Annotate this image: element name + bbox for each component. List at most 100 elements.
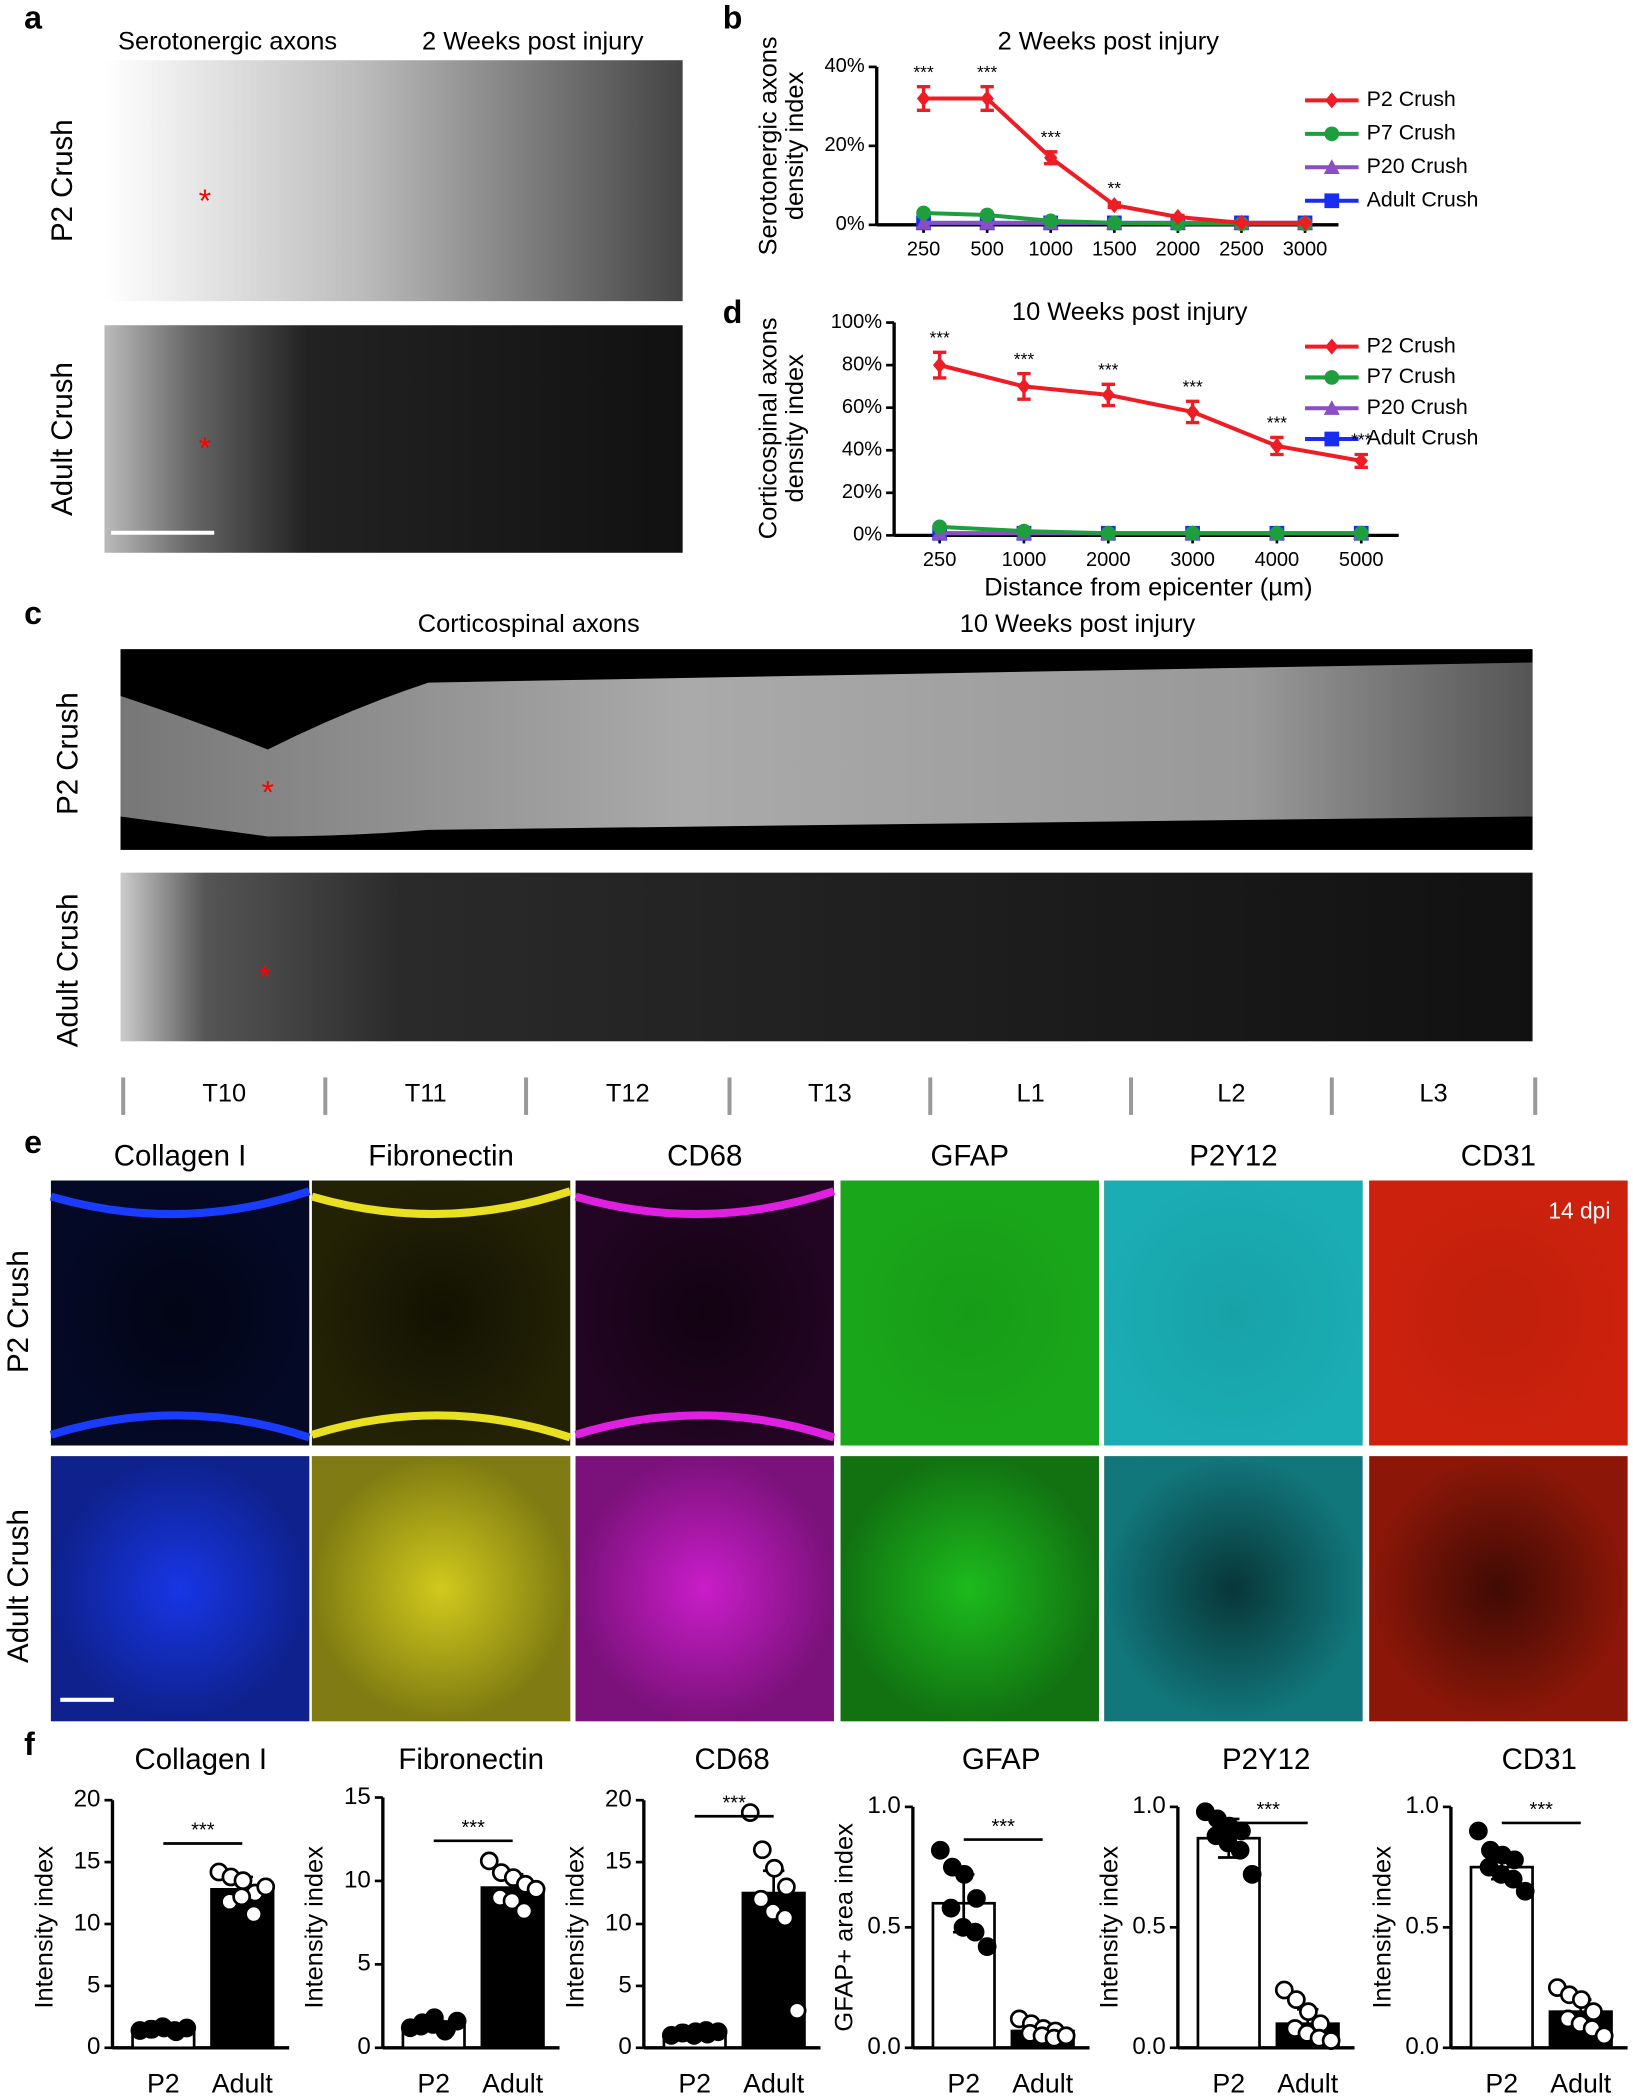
- segment-label: L3: [1419, 1080, 1447, 1108]
- data-point: [1242, 1864, 1262, 1884]
- data-point: [979, 207, 995, 223]
- data-point: [1353, 525, 1369, 541]
- legend-label: Adult Crush: [1367, 426, 1479, 450]
- data-point: [932, 357, 947, 374]
- x-tick-label: 3000: [1170, 549, 1215, 571]
- x-tick-label: P2: [147, 2068, 180, 2098]
- x-tick-label: 500: [970, 239, 1003, 261]
- data-point: [1016, 523, 1032, 539]
- data-point: [479, 1851, 499, 1871]
- y-tick-label: 15: [74, 1847, 101, 1874]
- significance: **: [1108, 178, 1122, 198]
- legend-label: P7 Crush: [1367, 120, 1456, 144]
- chart-title: CD31: [1502, 1743, 1577, 1776]
- significance: ***: [1257, 1799, 1281, 1821]
- y-tick-label: 60%: [842, 396, 882, 418]
- x-tick-label: P2: [678, 2068, 711, 2098]
- micrograph-signal: [311, 1180, 571, 1446]
- row-label: P2 Crush: [2, 1250, 35, 1373]
- data-point: [977, 1937, 997, 1956]
- series-line: [939, 363, 1362, 463]
- micrograph-signal: [1104, 1456, 1363, 1722]
- significance: ***: [1182, 377, 1203, 397]
- data-point: [232, 1887, 252, 1907]
- data-point: [1101, 386, 1115, 403]
- micrograph-edge: [49, 1187, 311, 1219]
- segment-label: T13: [808, 1080, 852, 1108]
- legend-label: P20 Crush: [1367, 154, 1468, 178]
- y-tick-label: 10: [74, 1909, 101, 1936]
- column-label: CD68: [667, 1140, 742, 1173]
- legend-marker: [1325, 92, 1339, 109]
- significance: ***: [1530, 1799, 1554, 1821]
- data-point: [1286, 1990, 1306, 2009]
- y-axis-label: Intensity index: [301, 1846, 329, 2009]
- chart-title: Collagen I: [135, 1743, 268, 1776]
- chart-title: 2 Weeks post injury: [998, 28, 1220, 56]
- row-label: Adult Crush: [51, 893, 84, 1047]
- legend-label: P2 Crush: [1367, 333, 1456, 357]
- micrograph-signal: [1369, 1180, 1628, 1446]
- segment-label: L2: [1217, 1080, 1245, 1108]
- significance: ***: [461, 1817, 485, 1839]
- y-tick-label: 0.5: [1132, 1913, 1165, 1940]
- micrograph: [104, 60, 683, 302]
- data-point: [256, 1877, 276, 1897]
- y-axis-label: Intensity index: [562, 1846, 590, 2009]
- y-tick-label: 40%: [842, 439, 882, 461]
- data-point: [1230, 1840, 1250, 1860]
- data-point: [1056, 2026, 1076, 2046]
- y-tick-label: 1.0: [1405, 1792, 1438, 1819]
- data-point: [915, 214, 932, 230]
- micrograph-edge: [49, 1411, 311, 1442]
- x-tick-label: 1500: [1092, 239, 1137, 261]
- micrograph-signal: [575, 1180, 834, 1446]
- data-point: [447, 2011, 467, 2031]
- legend-label: Adult Crush: [1367, 187, 1479, 211]
- x-tick-label: 1000: [1028, 239, 1073, 261]
- x-tick-label: 250: [907, 239, 940, 261]
- row-label: P2 Crush: [46, 119, 79, 242]
- micrograph-tissue: [120, 662, 1533, 837]
- x-tick-label: P2: [947, 2068, 980, 2098]
- data-point: [1185, 525, 1200, 541]
- panel-title: 2 Weeks post injury: [422, 28, 644, 56]
- column-label: P2Y12: [1189, 1140, 1277, 1173]
- data-point: [1594, 2026, 1614, 2046]
- x-tick-label: P2: [1485, 2068, 1518, 2098]
- y-tick-label: 0: [87, 2033, 100, 2060]
- data-point: [930, 1840, 950, 1860]
- micrograph-signal: [575, 1456, 834, 1722]
- data-point: [1043, 213, 1059, 229]
- series-line: [939, 524, 1362, 536]
- chart-title: 10 Weeks post injury: [1012, 298, 1248, 326]
- micrograph: [120, 872, 1533, 1042]
- y-axis-label: Intensity index: [30, 1846, 58, 2009]
- data-point: [1274, 1980, 1294, 2000]
- micrograph-signal: [1369, 1456, 1628, 1722]
- x-tick-label: 3000: [1283, 239, 1328, 261]
- data-point: [775, 1908, 795, 1928]
- panel-letter: b: [723, 0, 743, 36]
- micrograph-edge: [310, 1411, 572, 1442]
- x-tick-label: Adult: [1012, 2068, 1074, 2098]
- column-label: Fibronectin: [368, 1140, 514, 1173]
- y-axis-label: density index: [781, 71, 809, 220]
- y-tick-label: 0%: [853, 524, 882, 546]
- lesion-marker: *: [259, 959, 272, 995]
- y-tick-label: 0: [618, 2033, 631, 2060]
- data-point: [1503, 1869, 1523, 1889]
- data-point: [1232, 1821, 1251, 1841]
- data-point: [1299, 2002, 1318, 2022]
- micrograph-edge: [574, 1187, 836, 1219]
- row-label: Adult Crush: [2, 1509, 35, 1663]
- data-point: [941, 1898, 961, 1918]
- lesion-marker: *: [199, 431, 212, 467]
- y-tick-label: 1.0: [1132, 1792, 1165, 1819]
- data-point: [751, 1889, 771, 1909]
- y-tick-label: 10: [605, 1909, 632, 1936]
- data-point: [777, 1877, 796, 1897]
- data-point: [1505, 1850, 1524, 1870]
- column-label: Collagen I: [114, 1140, 247, 1173]
- data-point: [980, 90, 994, 107]
